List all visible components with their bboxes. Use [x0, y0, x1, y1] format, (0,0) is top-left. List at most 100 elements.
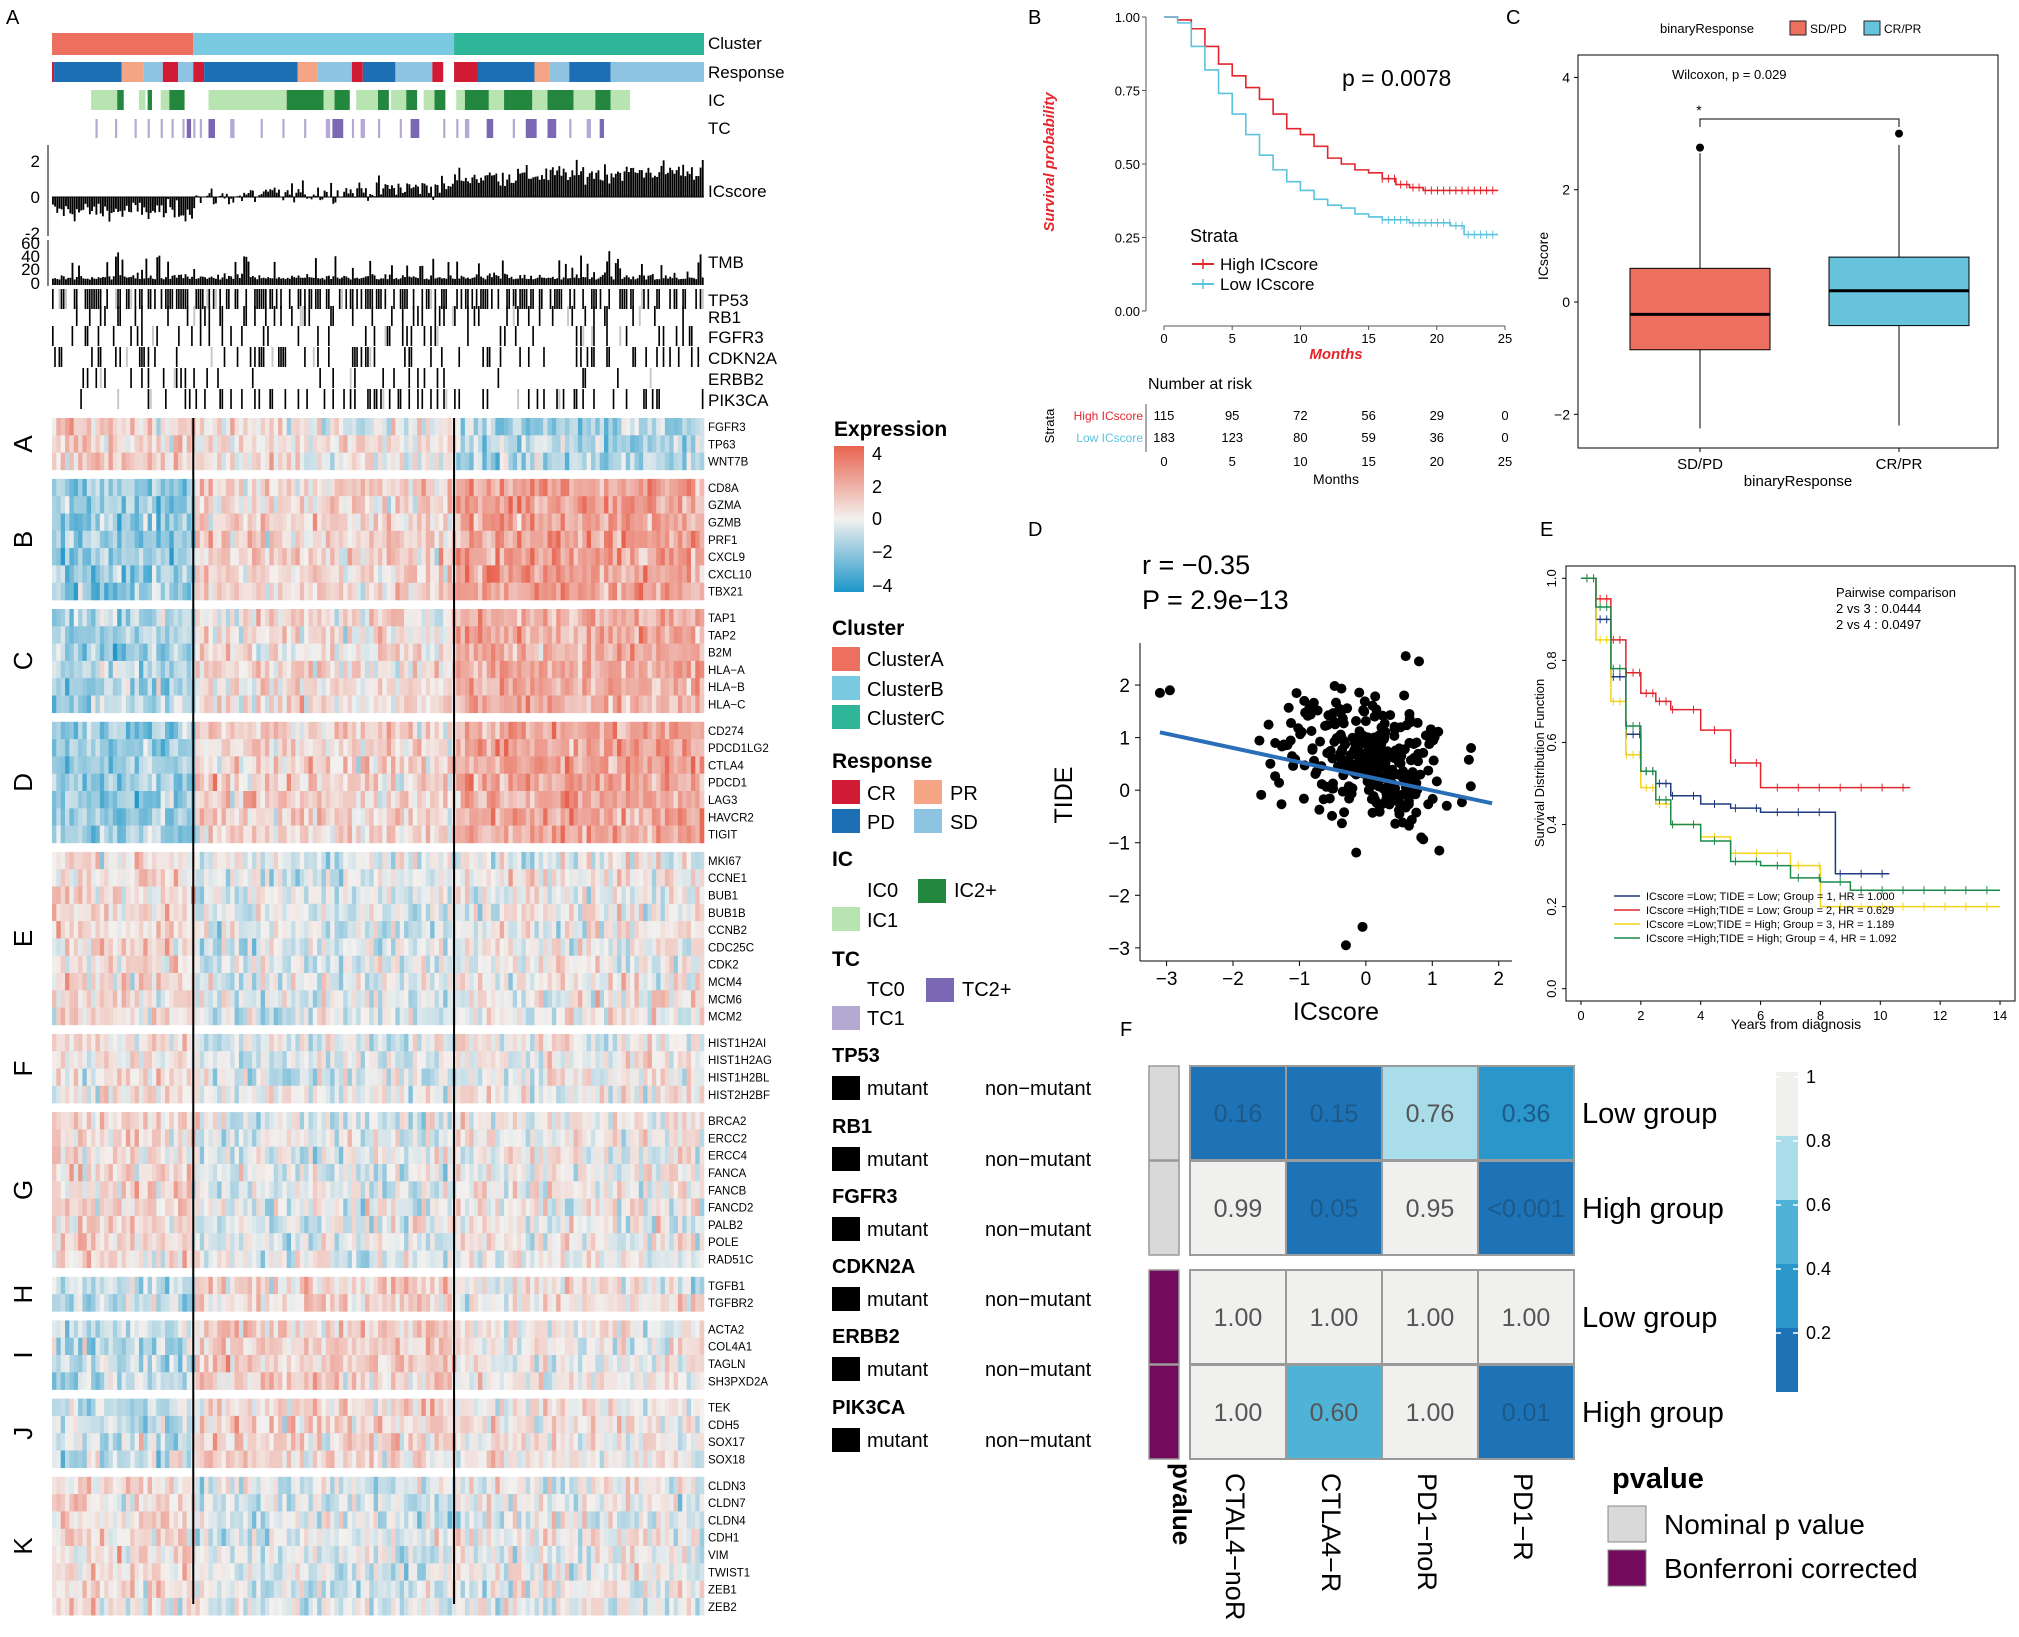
- heatmap-cell: [108, 660, 114, 679]
- heatmap-cell: [677, 452, 683, 471]
- heatmap-cell: [356, 660, 361, 679]
- heatmap-cell: [647, 513, 653, 532]
- heatmap-cell: [664, 721, 670, 740]
- heatmap-cell: [299, 791, 305, 809]
- heatmap-cell: [525, 582, 531, 601]
- heatmap-cell: [160, 721, 166, 740]
- tmb-bar: [154, 279, 156, 285]
- heatmap-cell: [499, 530, 505, 549]
- heatmap-cell: [473, 530, 479, 549]
- heatmap-cell: [556, 660, 561, 679]
- heatmap-cell: [517, 851, 522, 870]
- icscore-bar: [427, 192, 430, 197]
- heatmap-cell: [391, 452, 396, 471]
- tmb-bar: [473, 277, 476, 285]
- heatmap-cell: [308, 825, 314, 844]
- heatmap-cell: [686, 773, 692, 792]
- tmb-bar: [482, 277, 485, 285]
- heatmap-cell: [399, 530, 405, 549]
- heatmap-cell: [412, 418, 418, 436]
- heatmap-cell: [547, 418, 553, 436]
- mutation-cell: [536, 389, 539, 409]
- heatmap-cell: [317, 452, 322, 471]
- heatmap-cell: [464, 452, 470, 471]
- heatmap-cell: [347, 851, 353, 870]
- heatmap-cell: [108, 851, 114, 870]
- heatmap-cell: [234, 565, 240, 583]
- heatmap-cell: [217, 808, 222, 826]
- heatmap-cell: [404, 496, 409, 514]
- response-segment: [395, 62, 433, 82]
- heatmap-cell: [234, 773, 240, 792]
- heatmap-cell: [351, 548, 357, 566]
- heatmap-cell: [538, 825, 544, 844]
- tmb-bar: [382, 278, 385, 285]
- tc-segment: [360, 119, 365, 138]
- tmb-bar: [358, 278, 361, 285]
- heatmap-cell: [60, 418, 66, 436]
- heatmap-cell: [399, 756, 405, 774]
- gene-label: MKI67: [708, 856, 741, 868]
- heatmap-cell: [586, 548, 592, 566]
- heatmap-cell: [125, 643, 131, 662]
- heatmap-cell: [356, 851, 361, 870]
- ic-segment: [91, 90, 118, 110]
- heatmap-cell: [564, 869, 570, 887]
- heatmap-cell: [404, 418, 409, 436]
- icscore-bar: [119, 197, 122, 212]
- heatmap-cell: [447, 678, 453, 696]
- heatmap-cell: [351, 513, 357, 532]
- mutation-cell: [512, 289, 515, 309]
- heatmap-cell: [573, 773, 579, 792]
- tmb-bar: [606, 261, 609, 285]
- heatmap-cell: [534, 435, 540, 453]
- heatmap-cell: [91, 530, 96, 549]
- heatmap-cell: [334, 791, 340, 809]
- heatmap-cell: [212, 418, 218, 436]
- mutation-cell: [356, 347, 358, 367]
- heatmap-cell: [134, 678, 140, 696]
- heatmap-cell: [278, 496, 283, 514]
- heatmap-cell: [130, 756, 135, 774]
- icscore-bar: [560, 175, 563, 197]
- heatmap-cell: [469, 695, 474, 714]
- heatmap-cell: [673, 695, 679, 714]
- heatmap-cell: [686, 678, 692, 696]
- heatmap-cell: [230, 721, 235, 740]
- heatmap-cell: [117, 739, 122, 757]
- heatmap-cell: [686, 739, 692, 757]
- heatmap-cell: [638, 565, 644, 583]
- heatmap-cell: [247, 452, 253, 471]
- heatmap-cell: [582, 435, 587, 453]
- mutation-cell: [514, 326, 517, 346]
- heatmap-cell: [669, 808, 674, 826]
- heatmap-cell: [560, 452, 566, 471]
- mutation-cell: [99, 289, 102, 309]
- tc-segment: [332, 119, 344, 138]
- heatmap-cell: [538, 869, 544, 887]
- tmb-bar: [95, 278, 98, 285]
- heatmap-cell: [147, 530, 153, 549]
- heatmap-cell: [547, 808, 553, 826]
- heatmap-cell: [491, 660, 496, 679]
- heatmap-cell: [378, 808, 383, 826]
- heatmap-cell: [91, 626, 96, 644]
- mutation-cell: [299, 289, 302, 309]
- mutation-cell: [682, 326, 684, 346]
- heatmap-cell: [612, 435, 618, 453]
- heatmap-cell: [364, 773, 370, 792]
- heatmap-cell: [647, 626, 653, 644]
- heatmap-cell: [543, 869, 548, 887]
- heatmap-cell: [499, 851, 505, 870]
- heatmap-cell: [312, 548, 318, 566]
- heatmap-cell: [438, 609, 444, 627]
- heatmap-cell: [621, 756, 627, 774]
- heatmap-cell: [564, 756, 570, 774]
- heatmap-cell: [430, 565, 435, 583]
- heatmap-cell: [669, 695, 674, 714]
- heatmap-cell: [125, 791, 131, 809]
- tmb-bar: [460, 275, 463, 285]
- heatmap-cell: [551, 643, 557, 662]
- heatmap-cell: [621, 530, 627, 549]
- heatmap-cell: [151, 496, 157, 514]
